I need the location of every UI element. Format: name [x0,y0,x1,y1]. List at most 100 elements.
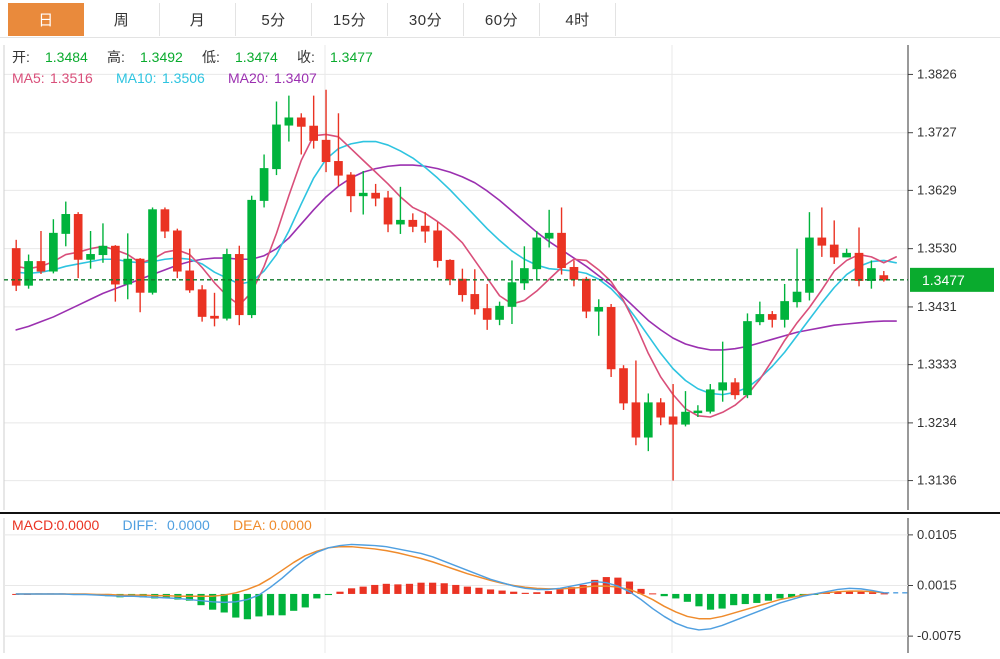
macd-hist-bar [452,584,460,594]
candle-body [358,192,368,197]
candle-body [730,382,740,396]
macd-hist-bar [730,593,738,606]
tab-0[interactable]: 日 [8,3,84,36]
macd-hist-bar [579,584,587,594]
macd-hist-bar [255,593,263,617]
macd-hist-bar [301,593,309,608]
price-axis-label: 1.3530 [917,241,957,256]
candle-body [36,261,46,272]
candle-body [272,124,281,170]
macd-hist-bar [429,582,437,594]
ohlc-close-value: 1.3477 [330,49,373,65]
macd-hist-bar [845,591,854,594]
price-axis-label: 1.3136 [917,473,957,488]
candle-body [73,214,83,260]
ma10-legend-label: MA10: [116,70,156,86]
macd-hist-bar [405,583,414,594]
candle-body [867,268,876,281]
diff-legend-value: 0.0000 [167,517,210,533]
macd-hist-bar [649,593,657,595]
tab-7[interactable]: 4时 [540,3,616,36]
macd-hist-bar [232,593,240,618]
candle-body [383,197,393,225]
tab-1[interactable]: 周 [84,3,160,36]
candle-body [557,232,566,268]
candle-body [805,237,814,293]
candle-body [321,139,331,163]
tab-3[interactable]: 5分 [236,3,312,36]
macd-hist-bar [741,593,749,605]
macd-hist-bar [591,579,599,594]
candle-body [24,261,33,286]
macd-hist-bar [220,593,228,613]
candle-body [222,254,232,319]
macd-legend-label: MACD: [12,517,57,533]
macd-hist-bar [660,593,668,597]
price-axis-label: 1.3234 [917,415,957,430]
dea-legend-label: DEA: [233,517,266,533]
price-axis-label: 1.3826 [917,66,957,81]
candle-body [160,209,170,232]
macd-hist-bar [347,588,356,594]
ohlc-close-label: 收: [297,49,315,65]
candle-body [532,237,542,270]
macd-hist-bar [672,593,680,599]
macd-hist-bar [185,593,194,601]
candle-body [520,268,529,284]
candle-body [544,232,554,239]
candle-body [507,282,517,307]
candle-body [755,314,765,323]
ohlc-high-label: 高: [107,49,125,65]
candle-body [718,382,728,391]
ma20-legend-value: 1.3407 [274,70,317,86]
candle-body [408,219,418,227]
candle-body [123,258,133,285]
macd-hist-bar [533,592,541,594]
candle-body [854,252,864,281]
tab-5[interactable]: 30分 [388,3,464,36]
candle-body [743,321,752,396]
candle-body [296,117,306,127]
candle-body [569,266,579,280]
candle-body [111,245,120,285]
candle-body [879,275,889,281]
tab-6[interactable]: 60分 [464,3,540,36]
macd-axis-label: 0.0105 [917,527,957,542]
candle-body [445,259,455,280]
candle-body [334,161,343,176]
candle-body [681,411,690,425]
candle-body [49,232,58,272]
macd-hist-bar [243,593,251,620]
candle-body [284,117,294,126]
candle-body [631,402,641,438]
macd-hist-bar [463,586,471,594]
ohlc-open-label: 开: [12,49,30,65]
candle-body [247,199,257,316]
macd-hist-bar [764,593,773,601]
diff-legend-label: DIFF: [123,517,158,533]
candle-body [61,214,71,234]
current-price-badge [910,267,994,292]
diff-line [15,543,885,631]
macd-hist-bar [834,591,842,594]
candle-body [234,254,244,316]
macd-hist-bar [197,593,205,606]
tab-2[interactable]: 月 [160,3,236,36]
macd-hist-bar [394,584,402,594]
candle-body [172,230,182,272]
candle-body [371,192,380,199]
macd-hist-bar [324,593,333,596]
macd-hist-bar [776,593,784,599]
candle-body [135,258,145,293]
price-axis-label: 1.3333 [917,357,957,372]
tab-4[interactable]: 15分 [312,3,388,36]
chart-svg[interactable]: 1.3826 1.3727 1.3629 1.3530 1.3431 1.3333 1.32… [0,38,1000,659]
timeframe-tab-bar[interactable]: 日周月 5分 15分 30分 60分 4时 [0,0,1000,38]
macd-hist-bar [440,583,448,594]
candle-body [309,125,319,141]
candle-body [829,244,839,258]
candle-body [197,289,207,317]
macd-hist-bar [359,586,367,594]
chart-area[interactable]: 1.3826 1.3727 1.3629 1.3530 1.3431 1.3333 1.32… [0,38,1000,659]
candle-body [792,291,802,303]
